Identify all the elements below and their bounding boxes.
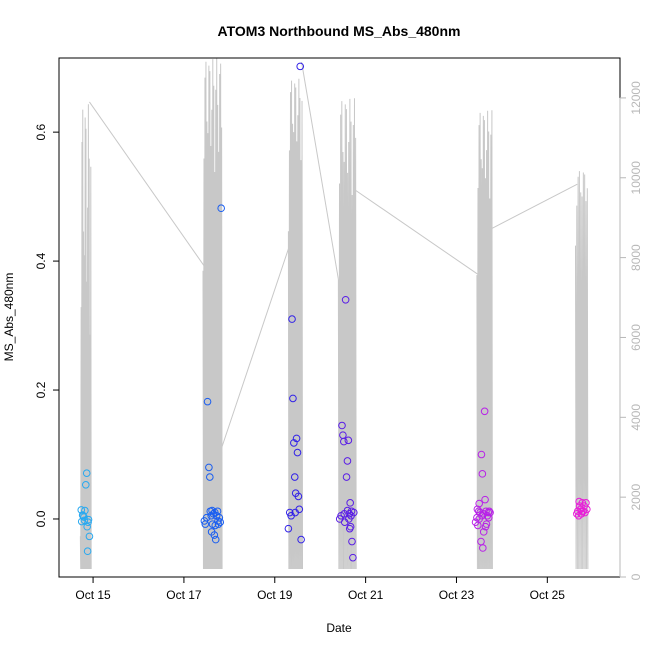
data-point [341, 295, 350, 304]
y2-tick-label: 8000 [629, 244, 643, 271]
x-tick-label: Oct 19 [257, 588, 293, 602]
secondary-connector-segment [220, 231, 295, 450]
x-tick-label: Oct 15 [75, 588, 111, 602]
x-axis-label: Date [326, 621, 352, 635]
x-tick-label: Oct 17 [166, 588, 202, 602]
y-tick-label: 0.0 [34, 510, 48, 527]
data-point [479, 510, 488, 518]
secondary-connector-segment [89, 101, 208, 272]
data-point [208, 506, 216, 515]
y-tick-label: 0.6 [34, 123, 48, 140]
data-point [344, 436, 353, 445]
secondary-burst-line [287, 78, 304, 570]
data-point [84, 518, 92, 526]
secondary-series-line [79, 58, 589, 570]
secondary-connector-segment [354, 189, 480, 276]
data-point [346, 499, 354, 507]
data-point [291, 508, 300, 517]
y2-tick-label: 4000 [629, 404, 643, 431]
data-point [206, 473, 214, 481]
x-tick-label: Oct 25 [530, 588, 566, 602]
data-point [81, 506, 89, 515]
y2-tick-label: 6000 [629, 324, 643, 351]
data-point [481, 495, 489, 504]
data-point [340, 437, 348, 446]
data-point [349, 553, 357, 562]
data-point [480, 407, 489, 416]
secondary-burst-line [476, 110, 493, 570]
data-point [214, 517, 222, 525]
data-point [292, 434, 301, 443]
secondary-burst-line [79, 104, 92, 570]
x-axis: Oct 15 Oct 17 Oct 19 Oct 21 Oct 23 Oct 25 [75, 576, 566, 602]
data-point [202, 513, 211, 522]
data-point [294, 492, 303, 501]
y-tick-label: 0.2 [34, 381, 48, 398]
data-point [80, 516, 89, 525]
data-point [293, 448, 302, 457]
x-tick-label: Oct 23 [439, 588, 475, 602]
y-tick-label: 0.4 [34, 252, 48, 269]
data-point [210, 531, 219, 539]
data-point [83, 547, 92, 556]
data-point [203, 397, 212, 406]
data-point [481, 522, 490, 531]
data-point [338, 421, 346, 430]
secondary-connector-segment [301, 61, 339, 280]
data-point [478, 511, 486, 520]
data-point [82, 469, 91, 478]
data-point [478, 470, 487, 478]
y2-tick-label: 0 [629, 573, 643, 580]
secondary-burst-line [337, 98, 357, 570]
data-point [284, 524, 293, 533]
data-point [85, 532, 94, 541]
data-point [347, 511, 355, 520]
y-axis: 0.0 0.2 0.4 0.6 [34, 123, 59, 527]
secondary-burst-line [202, 58, 223, 570]
data-point [217, 204, 225, 213]
x-tick-label: Oct 21 [348, 588, 384, 602]
data-point [296, 62, 305, 71]
data-point [342, 473, 351, 481]
data-point [297, 535, 305, 544]
data-point [205, 463, 213, 472]
data-point [79, 511, 87, 520]
data-point [290, 473, 299, 481]
data-point [340, 510, 349, 518]
data-point [289, 394, 297, 403]
data-point [477, 450, 486, 459]
data-point [84, 515, 93, 524]
data-point [575, 497, 583, 506]
chart-title: ATOM3 Northbound MS_Abs_480nm [218, 23, 461, 39]
data-point [83, 522, 91, 531]
y2-axis: 0 2000 4000 6000 8000 10000 12000 [619, 81, 643, 580]
data-point [343, 457, 352, 465]
data-point [345, 524, 354, 533]
data-point [479, 528, 488, 536]
data-point [211, 535, 220, 544]
data-point [82, 481, 90, 489]
data-points [77, 62, 591, 562]
data-point [484, 513, 493, 522]
data-point [473, 505, 482, 514]
data-point [348, 537, 356, 546]
data-point [288, 315, 296, 323]
data-point [578, 507, 586, 516]
y2-tick-label: 2000 [629, 483, 643, 510]
y2-tick-label: 10000 [629, 161, 643, 195]
secondary-connector-segment [491, 183, 578, 229]
y2-tick-label: 12000 [629, 81, 643, 115]
data-point [583, 505, 591, 514]
y-axis-label: MS_Abs_480nm [2, 273, 16, 362]
data-point [479, 544, 487, 552]
